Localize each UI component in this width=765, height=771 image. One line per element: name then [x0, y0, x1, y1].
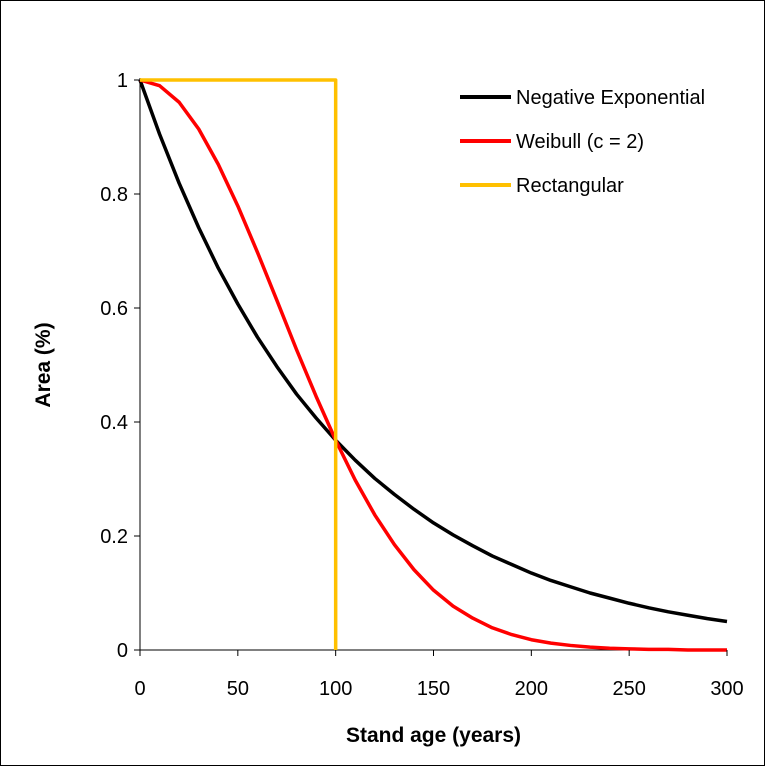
x-tick-label: 0 [134, 678, 145, 700]
legend-label-2: Weibull (c = 2) [516, 131, 644, 153]
x-tick-label: 50 [227, 678, 249, 700]
x-tick-label: 200 [515, 678, 548, 700]
y-tick-label: 0.2 [100, 526, 128, 548]
y-axis-title: Area (%) [32, 322, 55, 407]
series-line-3 [140, 78, 338, 650]
series-layer [138, 78, 728, 652]
x-tick-label: 150 [417, 678, 450, 700]
x-tick-label: 300 [710, 678, 743, 700]
x-axis-title: Stand age (years) [346, 724, 521, 747]
legend: Negative Exponential Weibull (c = 2) Recta… [460, 87, 705, 197]
legend-label-1: Negative Exponential [516, 87, 705, 109]
y-tick-label: 0.4 [100, 412, 128, 434]
y-tick-label: 0 [117, 640, 128, 662]
legend-label-3: Rectangular [516, 175, 624, 197]
series-line-2 [139, 78, 727, 652]
series-line-1 [138, 79, 728, 624]
x-tick-label: 250 [612, 678, 645, 700]
tick-labels: 0 0.2 0.4 0.6 0.8 1 0 50 100 150 200 250 300 [100, 70, 744, 700]
x-tick-label: 100 [319, 678, 352, 700]
y-tick-label: 1 [117, 70, 128, 92]
y-tick-label: 0.6 [100, 298, 128, 320]
y-tick-label: 0.8 [100, 184, 128, 206]
